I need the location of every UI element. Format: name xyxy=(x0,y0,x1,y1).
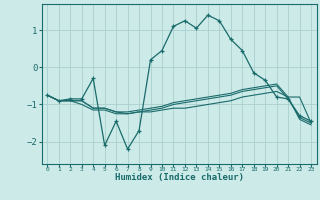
X-axis label: Humidex (Indice chaleur): Humidex (Indice chaleur) xyxy=(115,173,244,182)
